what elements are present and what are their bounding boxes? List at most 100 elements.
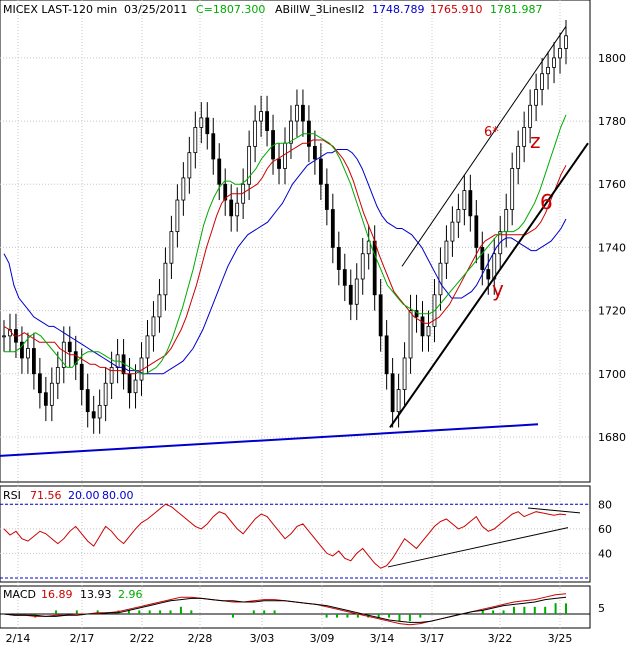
candle-body	[372, 240, 377, 296]
macd-title: MACD	[3, 588, 36, 601]
candle-body	[151, 316, 156, 337]
candles	[2, 20, 568, 434]
chart-line1-value: 1748.789	[372, 3, 425, 16]
candle-body	[408, 310, 413, 359]
x-tick-label: 3/09	[310, 632, 335, 645]
price-panel-frame	[0, 0, 591, 483]
candle-body	[462, 190, 467, 210]
candle-body	[384, 335, 389, 375]
candle-body	[127, 373, 132, 394]
candle-body	[354, 278, 359, 305]
candle-body	[205, 117, 210, 135]
candle-body	[318, 158, 323, 185]
candle-body	[336, 247, 341, 270]
x-tick-label: 2/28	[188, 632, 213, 645]
candle-body	[301, 104, 305, 122]
candle-body	[223, 183, 228, 201]
candle-body	[295, 104, 299, 122]
candle-body	[528, 104, 533, 128]
candle-body	[103, 382, 108, 406]
rsi-panel-frame	[0, 485, 591, 583]
trendline-lower-support	[0, 423, 539, 457]
rsi-title: RSI	[3, 489, 21, 502]
macd-value: 16.89	[41, 588, 73, 601]
price-tick-label: 1740	[598, 241, 626, 254]
candle-body	[43, 392, 48, 406]
candle-body	[558, 48, 562, 59]
wave-6-star-label: 6*	[484, 125, 499, 140]
candle-body	[552, 57, 556, 68]
macd-lines	[3, 593, 567, 626]
candle-body	[259, 111, 263, 122]
candle-body	[229, 199, 234, 217]
candle-body	[396, 389, 401, 413]
candle-body	[217, 158, 222, 185]
x-tick-label: 3/17	[420, 632, 445, 645]
candle-body	[468, 190, 473, 217]
candle-body	[390, 373, 395, 413]
candle-body	[145, 335, 150, 359]
x-tick-label: 2/14	[6, 632, 31, 645]
candle-body	[247, 145, 252, 185]
candle-body	[265, 111, 269, 131]
candle-body	[480, 247, 485, 270]
candle-body	[283, 142, 287, 169]
candle-body	[360, 253, 365, 280]
price-series-line	[3, 139, 567, 375]
candle-body	[133, 379, 138, 394]
rsi-high-level: 80.00	[102, 489, 134, 502]
rsi-line	[3, 503, 567, 569]
rsi-lines	[3, 503, 581, 569]
candle-body	[522, 126, 527, 147]
price-tick-label: 1720	[598, 305, 626, 318]
price-lines	[3, 114, 567, 375]
trendlines	[0, 26, 589, 457]
x-tick-label: 2/22	[130, 632, 155, 645]
x-tick-label: 3/03	[250, 632, 275, 645]
macd-signal: 13.93	[80, 588, 112, 601]
candle-body	[2, 335, 6, 338]
candle-body	[67, 341, 72, 353]
x-tick-label: 3/25	[548, 632, 573, 645]
candle-body	[474, 215, 479, 248]
chart-line3-value: 1781.987	[490, 3, 543, 16]
candle-body	[450, 221, 455, 242]
candle-body	[169, 231, 174, 264]
candle-body	[312, 145, 317, 160]
candle-body	[193, 126, 198, 154]
candle-body	[79, 363, 84, 390]
candle-body	[157, 294, 162, 318]
candle-body	[85, 389, 90, 413]
candle-body	[342, 269, 347, 286]
macd-histogram: 2.96	[118, 588, 143, 601]
candle-body	[73, 351, 78, 365]
chart-indicator: ABillW_3LinesII2	[275, 3, 365, 16]
candle-body	[324, 183, 329, 210]
candle-body	[109, 367, 114, 384]
candle-body	[97, 404, 102, 419]
candle-body	[253, 120, 258, 147]
candle-body	[199, 117, 204, 128]
chart-symbol: MICEX LAST-120 min	[3, 3, 117, 16]
candle-body	[330, 209, 335, 248]
candle-body	[235, 202, 240, 217]
candle-body	[540, 73, 544, 90]
price-tick-label: 1700	[598, 368, 626, 381]
candle-body	[426, 325, 431, 337]
candle-body	[348, 284, 353, 305]
rsi-tick-label: 80	[598, 498, 612, 511]
rsi-tick-label: 40	[598, 547, 612, 560]
price-tick-label: 1680	[598, 431, 626, 444]
candle-body	[163, 262, 168, 296]
candle-body	[444, 240, 449, 264]
chart-date: 03/25/2011	[124, 3, 187, 16]
candle-body	[26, 348, 30, 359]
rsi-low-level: 20.00	[68, 489, 100, 502]
candle-body	[510, 168, 515, 210]
x-tick-label: 3/14	[370, 632, 395, 645]
candle-body	[516, 145, 521, 169]
candle-body	[486, 269, 491, 280]
candle-body	[37, 373, 42, 394]
candle-body	[402, 357, 407, 390]
